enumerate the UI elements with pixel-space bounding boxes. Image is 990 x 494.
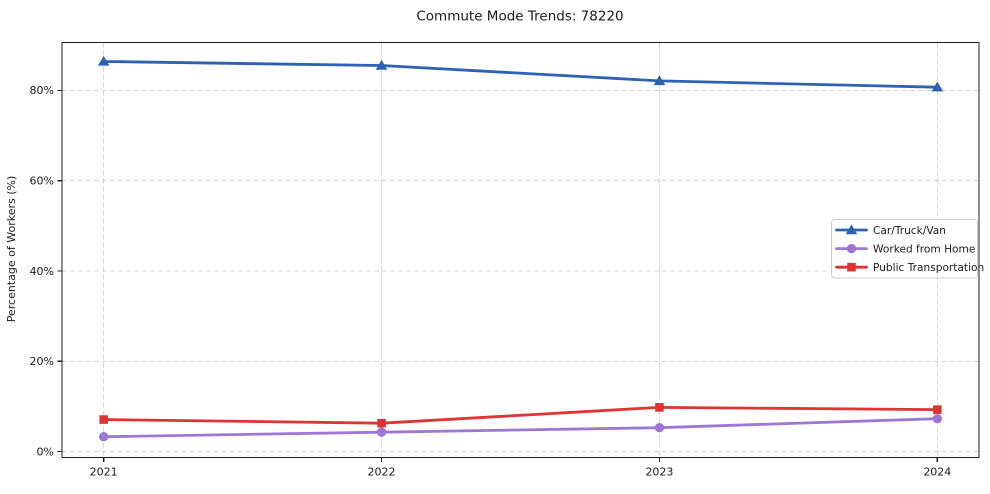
legend-item-label-public-transportation: Public Transportation: [873, 262, 984, 274]
series-marker-public-transportation: [99, 415, 108, 424]
series-marker-public-transportation: [377, 418, 386, 428]
y-tick-label: 20%: [30, 355, 54, 368]
series-marker-worked-from-home: [654, 422, 665, 433]
x-tick-label: 2021: [90, 466, 118, 479]
series-marker-car-truck-van: [375, 59, 388, 70]
y-tick-label: 80%: [30, 84, 54, 97]
legend-triangle-icon: [845, 224, 858, 235]
data-series: [97, 55, 944, 442]
series-line-public-transportation: [102, 405, 939, 425]
chart-title: Commute Mode Trends: 78220: [416, 9, 623, 25]
series-line-car-truck-van: [102, 60, 939, 89]
legend-circle-icon: [846, 243, 857, 254]
plot-border: [61, 41, 980, 459]
legend-box: [831, 219, 978, 279]
series-line-worked-from-home: [102, 417, 939, 439]
y-tick-label: 60%: [30, 174, 54, 187]
x-tick-label: 2023: [645, 466, 673, 479]
series-marker-car-truck-van: [97, 55, 110, 66]
series-marker-car-truck-van: [931, 81, 944, 92]
y-axis-label: Percentage of Workers (%): [5, 176, 18, 323]
y-tick-label: 0%: [37, 445, 54, 458]
axes: 0% 20% 40% 60% 80% 2021 2022 2023 2024: [30, 41, 980, 479]
series-marker-public-transportation: [655, 403, 664, 412]
legend-item-label-car-truck-van: Car/Truck/Van: [873, 225, 946, 237]
series-marker-worked-from-home: [98, 432, 109, 442]
series-marker-public-transportation: [933, 405, 942, 414]
series-marker-worked-from-home: [376, 427, 387, 437]
gridlines: [62, 42, 979, 458]
legend: Car/Truck/Van Worked from Home Public Tran…: [831, 219, 984, 279]
legend-square-icon: [847, 262, 856, 272]
series-marker-worked-from-home: [932, 413, 943, 424]
series-marker-car-truck-van: [653, 75, 666, 86]
legend-item-label-worked-from-home: Worked from Home: [873, 243, 975, 255]
y-tick-label: 40%: [30, 265, 54, 278]
x-tick-label: 2024: [923, 466, 951, 479]
x-tick-label: 2022: [368, 466, 396, 479]
